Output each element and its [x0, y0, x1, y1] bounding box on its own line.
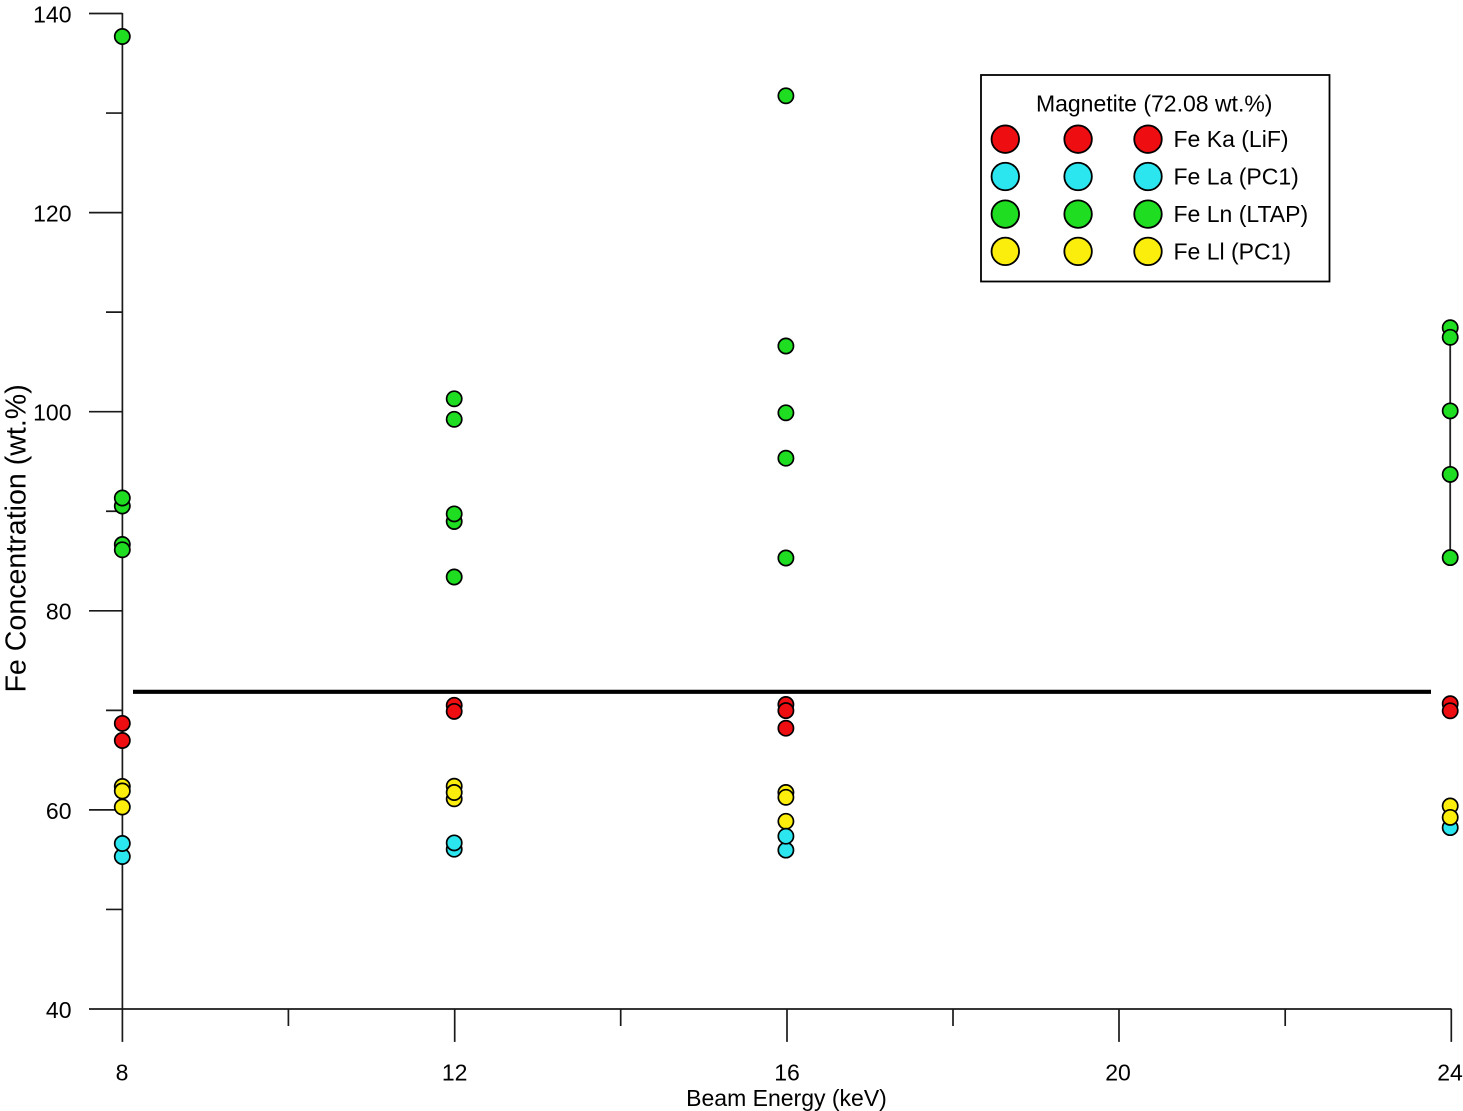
svg-text:40: 40 [46, 997, 72, 1023]
svg-text:Fe Concentration (wt.%): Fe Concentration (wt.%) [1, 384, 33, 692]
svg-text:Fe Ln (LTAP): Fe Ln (LTAP) [1174, 201, 1309, 227]
svg-text:60: 60 [46, 798, 72, 824]
svg-text:20: 20 [1105, 1059, 1131, 1085]
svg-text:Beam Energy (keV): Beam Energy (keV) [686, 1085, 887, 1111]
svg-text:120: 120 [33, 201, 71, 227]
svg-text:16: 16 [774, 1059, 800, 1085]
svg-text:100: 100 [33, 400, 71, 426]
svg-text:140: 140 [33, 1, 71, 27]
svg-text:Fe Ll (PC1): Fe Ll (PC1) [1174, 238, 1292, 264]
svg-text:Fe La (PC1): Fe La (PC1) [1174, 163, 1299, 189]
svg-text:Fe Ka (LiF): Fe Ka (LiF) [1174, 126, 1289, 152]
svg-text:Magnetite (72.08 wt.%): Magnetite (72.08 wt.%) [1036, 91, 1273, 117]
svg-text:8: 8 [116, 1059, 129, 1085]
svg-text:80: 80 [46, 599, 72, 625]
svg-text:24: 24 [1437, 1059, 1463, 1085]
svg-text:12: 12 [442, 1059, 468, 1085]
